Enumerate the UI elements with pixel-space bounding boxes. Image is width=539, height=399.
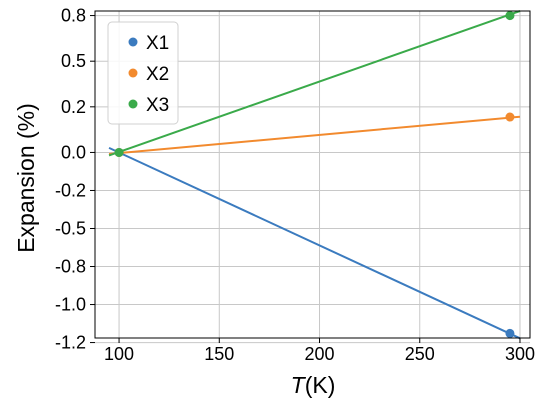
plot-frame (94, 10, 531, 339)
grid (95, 11, 530, 344)
legend-label-x1: X1 (146, 33, 169, 54)
x-tick-label: 150 (204, 344, 234, 364)
y-tick-label: 0.0 (61, 142, 86, 162)
series-line-x2 (108, 115, 521, 155)
series-point-x3 (114, 147, 124, 157)
series-layer (108, 10, 521, 340)
y-tick-label: -1.0 (55, 295, 86, 315)
series-line-x3 (108, 10, 521, 157)
x-tick-label: 200 (304, 344, 334, 364)
series-point-x3 (505, 11, 515, 21)
y-tick-label: 0.5 (61, 51, 86, 71)
y-tick-label: -0.5 (55, 218, 86, 238)
legend-label-x2: X2 (146, 64, 169, 85)
y-tick-label: -0.8 (55, 257, 86, 277)
series-point-x1 (505, 328, 515, 338)
legend-marker-x2 (128, 68, 138, 78)
series-point-x2 (505, 112, 515, 122)
y-tick-label: 0.2 (61, 97, 86, 117)
x-axis-unit: (K) (305, 372, 336, 398)
legend-marker-x1 (128, 37, 138, 47)
series-line-x1 (108, 146, 521, 340)
tick-layer: 100 150 200 250 300 0.8 0.5 0.2 0.0 -0.2 -0.5 -0.8 -… (55, 6, 535, 364)
y-axis-label: Expansion (%) (13, 103, 39, 253)
x-axis-symbol: T (291, 372, 307, 398)
y-tick-label: -1.2 (55, 333, 86, 353)
y-tick-label: -0.2 (55, 180, 86, 200)
legend: X1 X2 X3 (107, 21, 179, 125)
legend-marker-x3 (128, 99, 138, 109)
x-tick-label: 300 (505, 344, 535, 364)
legend-label-x3: X3 (146, 95, 169, 116)
x-axis-label: T(K) (291, 372, 336, 398)
y-tick-label: 0.8 (61, 6, 86, 26)
x-tick-label: 250 (405, 344, 435, 364)
legend-box (107, 21, 179, 125)
x-tick-label: 100 (104, 344, 134, 364)
